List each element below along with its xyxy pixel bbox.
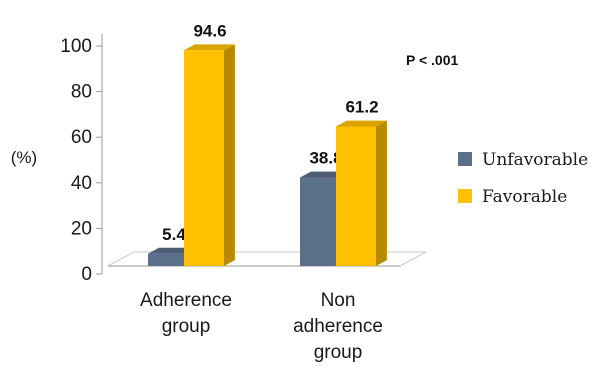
legend-label: Unfavorable — [482, 150, 588, 170]
y-tick-label: 80 — [71, 82, 92, 103]
category-label: group — [314, 342, 363, 363]
category-label: adherence — [293, 316, 383, 337]
bar — [300, 177, 340, 266]
category-label: Non — [321, 290, 356, 311]
bar-value-label: 5.4 — [162, 225, 186, 244]
bar — [184, 50, 224, 267]
bar — [336, 126, 376, 267]
bar-top — [184, 44, 235, 51]
category-label: group — [162, 316, 211, 337]
bar-value-label: 61.2 — [345, 98, 378, 117]
y-axis-label: (%) — [11, 148, 37, 167]
bar-side — [224, 44, 235, 266]
bar-value-label: 38.8 — [309, 149, 342, 168]
bar-side — [376, 120, 387, 266]
y-tick-label: 40 — [71, 173, 92, 194]
category-label: Adherence — [140, 290, 232, 311]
bar-top — [336, 120, 387, 127]
y-tick-label: 100 — [60, 36, 92, 57]
y-tick-label: 60 — [71, 127, 92, 148]
bar-value-label: 94.6 — [193, 21, 226, 40]
p-value-annotation: P < .001 — [406, 52, 459, 68]
y-tick-label: 0 — [81, 264, 92, 285]
y-tick-label: 20 — [71, 218, 92, 239]
legend-swatch — [458, 189, 472, 203]
legend-swatch — [458, 152, 472, 166]
bar — [148, 253, 188, 266]
legend-label: Favorable — [482, 187, 567, 207]
